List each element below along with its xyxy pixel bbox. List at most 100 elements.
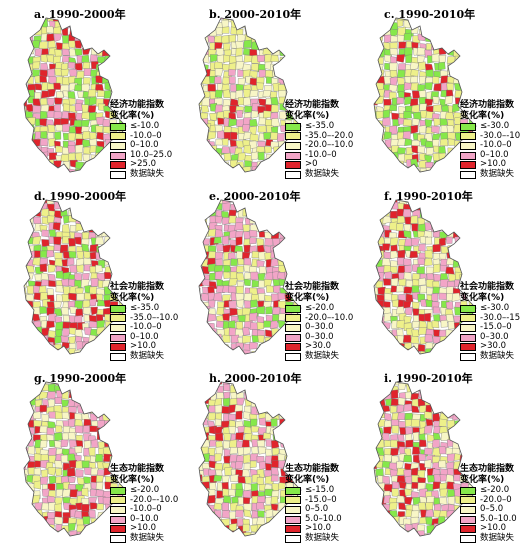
county-region <box>199 131 203 140</box>
county-region <box>25 501 33 510</box>
county-region <box>375 504 383 513</box>
county-region <box>103 27 113 36</box>
county-region <box>24 133 29 143</box>
county-region <box>124 440 126 449</box>
county-region <box>105 210 113 218</box>
county-region <box>264 295 273 302</box>
county-region <box>446 83 454 92</box>
county-region <box>76 538 83 542</box>
county-region <box>60 68 70 77</box>
county-region <box>89 203 98 212</box>
county-region <box>48 173 55 178</box>
county-region <box>262 432 272 440</box>
county-region <box>24 145 28 154</box>
county-region <box>298 405 301 415</box>
county-region <box>272 306 281 315</box>
county-region <box>270 132 279 140</box>
county-region <box>293 76 301 85</box>
legend-item: 5.0–10.0 <box>460 514 517 525</box>
county-region <box>234 404 244 413</box>
county-region <box>293 28 301 36</box>
choropleth-map <box>23 17 127 178</box>
county-region <box>96 503 104 511</box>
county-region <box>257 397 266 405</box>
county-region <box>382 215 392 225</box>
county-region <box>202 22 211 30</box>
county-region <box>199 350 203 354</box>
county-region <box>270 496 279 505</box>
county-region <box>389 28 399 37</box>
county-region <box>299 236 301 245</box>
legend-item: -10.0–0 <box>285 150 353 161</box>
county-region <box>75 469 84 477</box>
county-region <box>279 392 288 400</box>
county-region <box>418 243 426 252</box>
county-region <box>377 336 387 345</box>
county-region <box>34 532 43 536</box>
county-region <box>250 271 259 281</box>
county-region <box>74 102 83 112</box>
county-region <box>202 350 211 354</box>
county-region <box>418 75 426 85</box>
county-region <box>97 89 106 97</box>
county-region <box>221 138 229 146</box>
county-region <box>235 285 244 294</box>
county-region <box>208 145 218 154</box>
county-region <box>242 124 251 132</box>
county-region <box>269 320 278 329</box>
county-region <box>251 425 260 433</box>
legend-item: -20.0–-10.0 <box>285 141 353 151</box>
legend-item: -10.0–0 <box>110 131 172 142</box>
county-region <box>118 77 126 85</box>
county-region <box>376 69 385 78</box>
county-region <box>390 21 399 30</box>
county-region <box>291 448 300 457</box>
county-region <box>264 238 274 246</box>
county-region <box>235 532 243 536</box>
county-region <box>467 439 476 448</box>
county-region <box>374 342 378 351</box>
legend-title-line-2: 变化率(%) <box>460 293 505 303</box>
county-region <box>125 215 126 224</box>
legend-item: -35.0–-10.0 <box>110 313 178 324</box>
county-region <box>199 516 201 525</box>
county-region <box>53 111 63 119</box>
legend-item: 数据缺失 <box>460 532 517 544</box>
county-region <box>75 62 83 71</box>
county-region <box>452 103 460 113</box>
panel-title: b. 2000-2010年 <box>209 8 302 21</box>
county-region <box>411 118 420 126</box>
county-region <box>32 61 41 69</box>
county-region <box>24 223 28 232</box>
county-region <box>265 21 275 30</box>
county-region <box>406 538 413 542</box>
county-region <box>222 488 231 497</box>
county-region <box>293 224 301 232</box>
county-region <box>244 476 252 485</box>
county-region <box>62 348 70 354</box>
county-region <box>223 43 231 51</box>
county-region <box>116 55 126 64</box>
county-region <box>98 41 106 51</box>
county-region <box>286 229 295 238</box>
county-region <box>475 449 476 458</box>
county-region <box>199 382 203 387</box>
county-region <box>257 532 267 536</box>
county-region <box>33 155 41 163</box>
county-region <box>83 223 92 232</box>
county-region <box>52 222 61 231</box>
county-region <box>374 404 379 413</box>
county-region <box>466 216 474 225</box>
county-region <box>374 350 379 354</box>
county-region <box>455 243 464 251</box>
county-region <box>82 299 92 309</box>
legend-label: 数据缺失 <box>480 532 515 543</box>
county-region <box>413 111 422 121</box>
county-region <box>249 119 258 127</box>
county-region <box>258 28 267 37</box>
county-region <box>432 96 440 105</box>
county-region <box>124 405 126 414</box>
county-region <box>271 118 281 127</box>
county-region <box>285 259 294 268</box>
county-region <box>278 203 287 212</box>
